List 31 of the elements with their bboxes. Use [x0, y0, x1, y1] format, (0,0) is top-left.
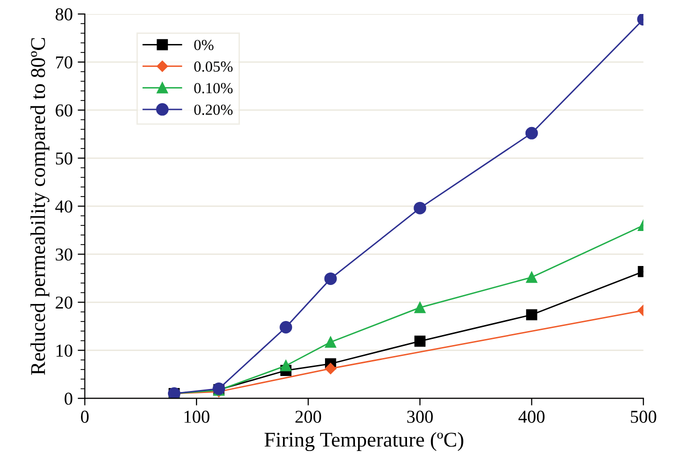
- y-tick-label: 50: [56, 152, 72, 165]
- point: [280, 320, 292, 334]
- y-tick-label: 30: [56, 248, 72, 261]
- y-axis-title: Reduced permeability compared to 80ºC: [30, 38, 50, 375]
- y-tick-label: 40: [55, 200, 72, 213]
- point: [325, 336, 336, 348]
- y-tick-label: 60: [56, 104, 72, 117]
- y-tick-label: 20: [56, 296, 72, 309]
- x-tick-label: 400: [518, 410, 545, 423]
- point: [526, 309, 538, 320]
- x-tick-label: 100: [184, 410, 210, 423]
- x-tick-label: 300: [407, 410, 433, 423]
- y-tick-label: 0: [64, 392, 72, 405]
- legend-label: 0.05%: [194, 61, 233, 72]
- x-tick-label: 200: [295, 410, 322, 423]
- x-tick-label: 500: [630, 410, 656, 423]
- point: [525, 126, 538, 140]
- x-axis-title: Firing Temperature (ºC): [264, 432, 464, 452]
- x-tick-label: 0: [80, 410, 89, 423]
- point: [280, 360, 292, 372]
- legend-label: 0%: [194, 40, 214, 50]
- y-tick-label: 70: [56, 56, 72, 68]
- point: [324, 272, 337, 285]
- legend-label: 0.20%: [194, 104, 233, 115]
- point: [414, 202, 426, 214]
- point: [414, 302, 426, 314]
- y-tick-label: 10: [56, 344, 72, 357]
- legend-label: 0.10%: [194, 83, 233, 94]
- point: [526, 272, 538, 283]
- y-tick-label: 80: [56, 8, 72, 20]
- point: [414, 336, 426, 347]
